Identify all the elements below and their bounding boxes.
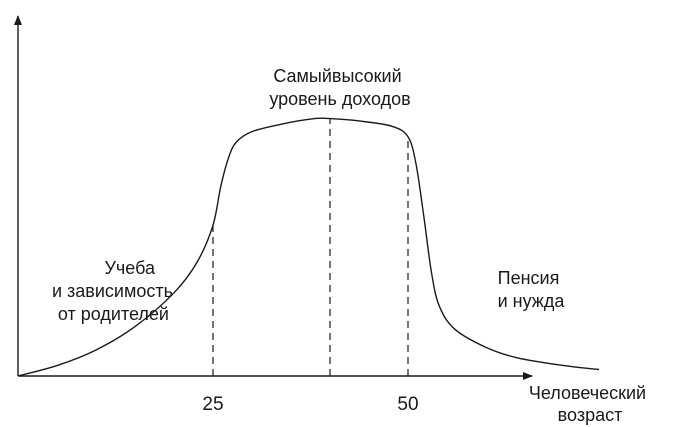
guide-lines [212, 118, 409, 376]
annotation-peak: Самыйвысокий уровень доходов [269, 66, 410, 109]
x-tick-label-25: 25 [202, 394, 223, 415]
x-tick-labels: 25 50 [202, 394, 418, 415]
x-tick-label-50: 50 [397, 394, 418, 415]
income-curve [17, 117, 600, 377]
x-axis-label: Человеческий возраст [529, 383, 651, 425]
annotation-pension: Пенсия и нужда [498, 268, 566, 311]
annotation-study: Учеба и зависимость от родителей [52, 258, 178, 324]
